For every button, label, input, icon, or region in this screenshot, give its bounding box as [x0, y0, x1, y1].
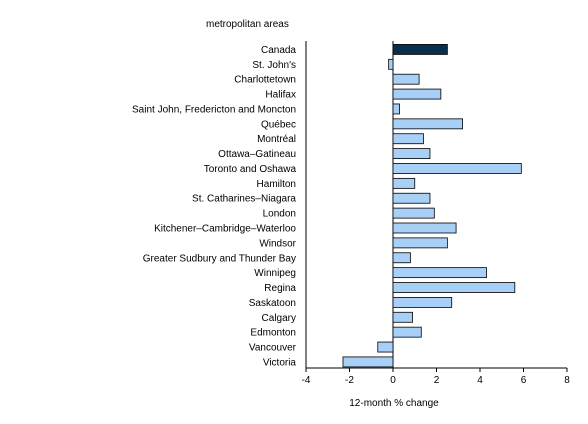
category-label: St. Catharines–Niagara	[192, 194, 296, 205]
category-label: Montréal	[257, 134, 296, 145]
bar	[392, 73, 420, 85]
category-label: London	[263, 209, 296, 220]
x-axis-ticks: -4 -2 0 2 4 6 8	[302, 368, 570, 386]
category-label: Toronto and Oshawa	[204, 164, 297, 175]
bar	[392, 311, 413, 323]
bar	[392, 133, 424, 145]
bar	[392, 118, 463, 130]
category-label: Windsor	[259, 238, 296, 249]
x-tick-label: 4	[477, 375, 483, 386]
category-label: Hamilton	[257, 179, 296, 190]
x-tick-label: -2	[345, 375, 354, 386]
bar	[392, 177, 416, 189]
bar	[392, 88, 442, 100]
x-tick-label: -4	[302, 375, 311, 386]
category-label: Winnipeg	[254, 268, 296, 279]
category-label: Edmonton	[250, 328, 296, 339]
bar	[392, 237, 448, 249]
bar	[392, 44, 448, 55]
bar	[392, 207, 435, 219]
bar	[392, 296, 453, 308]
category-labels: Canada St. John's Charlottetown Halifax Sain…	[132, 45, 297, 368]
category-label: Greater Sudbury and Thunder Bay	[143, 253, 296, 264]
x-tick-label: 0	[390, 375, 396, 386]
bar	[342, 356, 394, 368]
bar	[392, 326, 422, 338]
category-label: Ottawa–Gatineau	[218, 149, 296, 160]
category-label: Québec	[261, 119, 296, 130]
bar	[392, 267, 487, 279]
category-label: Saint John, Fredericton and Moncton	[132, 104, 296, 115]
bar-series	[342, 44, 522, 368]
category-label: Kitchener–Cambridge–Waterloo	[154, 224, 296, 235]
category-label: Victoria	[263, 357, 297, 368]
x-tick-label: 8	[564, 375, 570, 386]
category-label: Saskatoon	[249, 298, 296, 309]
bar	[392, 282, 516, 293]
category-label: Vancouver	[249, 343, 297, 354]
x-tick-label: 6	[521, 375, 527, 386]
category-label: St. John's	[252, 60, 296, 71]
category-label: Regina	[264, 283, 296, 294]
bar	[388, 58, 394, 70]
bar	[377, 341, 394, 353]
bar	[392, 163, 522, 174]
bar	[392, 192, 431, 204]
bar	[392, 252, 411, 264]
bar	[392, 103, 400, 115]
bar	[392, 222, 457, 234]
category-label: Charlottetown	[234, 75, 296, 86]
category-axis-title: metropolitan areas	[206, 19, 289, 30]
x-tick-label: 2	[434, 375, 440, 386]
bar	[392, 148, 431, 160]
category-label: Calgary	[262, 313, 296, 324]
category-label: Canada	[261, 45, 296, 56]
x-axis-title: 12-month % change	[349, 398, 439, 409]
category-label: Halifax	[265, 90, 296, 101]
